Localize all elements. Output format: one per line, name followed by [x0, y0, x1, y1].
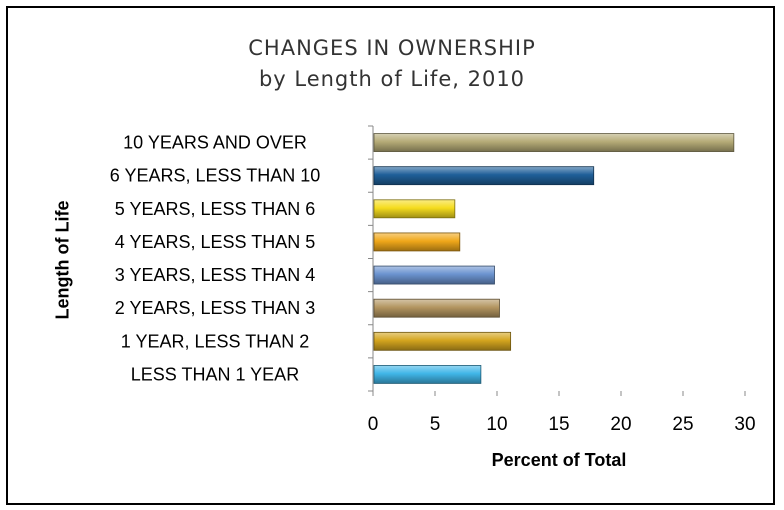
bar [373, 298, 500, 318]
x-axis-label: Percent of Total [491, 450, 627, 470]
category-label: 4 YEARS, LESS THAN 5 [115, 232, 315, 252]
category-label: LESS THAN 1 YEAR [131, 364, 299, 384]
bar [373, 166, 595, 186]
x-tick-label: 10 [486, 414, 507, 435]
bar [373, 232, 461, 252]
category-label: 2 YEARS, LESS THAN 3 [115, 298, 315, 318]
chart-title: CHANGES IN OWNERSHIP [248, 36, 536, 60]
x-tick-label: 20 [610, 414, 631, 435]
bar [373, 265, 495, 285]
x-tick-label: 25 [672, 414, 693, 435]
bar [373, 331, 512, 351]
x-tick-label: 30 [734, 414, 755, 435]
bar [373, 365, 482, 384]
bar [373, 133, 735, 152]
category-label: 6 YEARS, LESS THAN 10 [110, 166, 320, 186]
x-tick-label: 5 [430, 414, 441, 435]
category-label: 5 YEARS, LESS THAN 6 [115, 199, 315, 219]
chart-subtitle: by Length of Life, 2010 [258, 67, 526, 91]
bar [373, 199, 456, 219]
category-label: 1 YEAR, LESS THAN 2 [121, 331, 309, 351]
chart-frame [6, 6, 775, 505]
category-label: 10 YEARS AND OVER [123, 133, 307, 153]
x-tick-label: 0 [368, 414, 379, 435]
category-label: 3 YEARS, LESS THAN 4 [115, 265, 315, 285]
x-tick-label: 15 [548, 414, 569, 435]
